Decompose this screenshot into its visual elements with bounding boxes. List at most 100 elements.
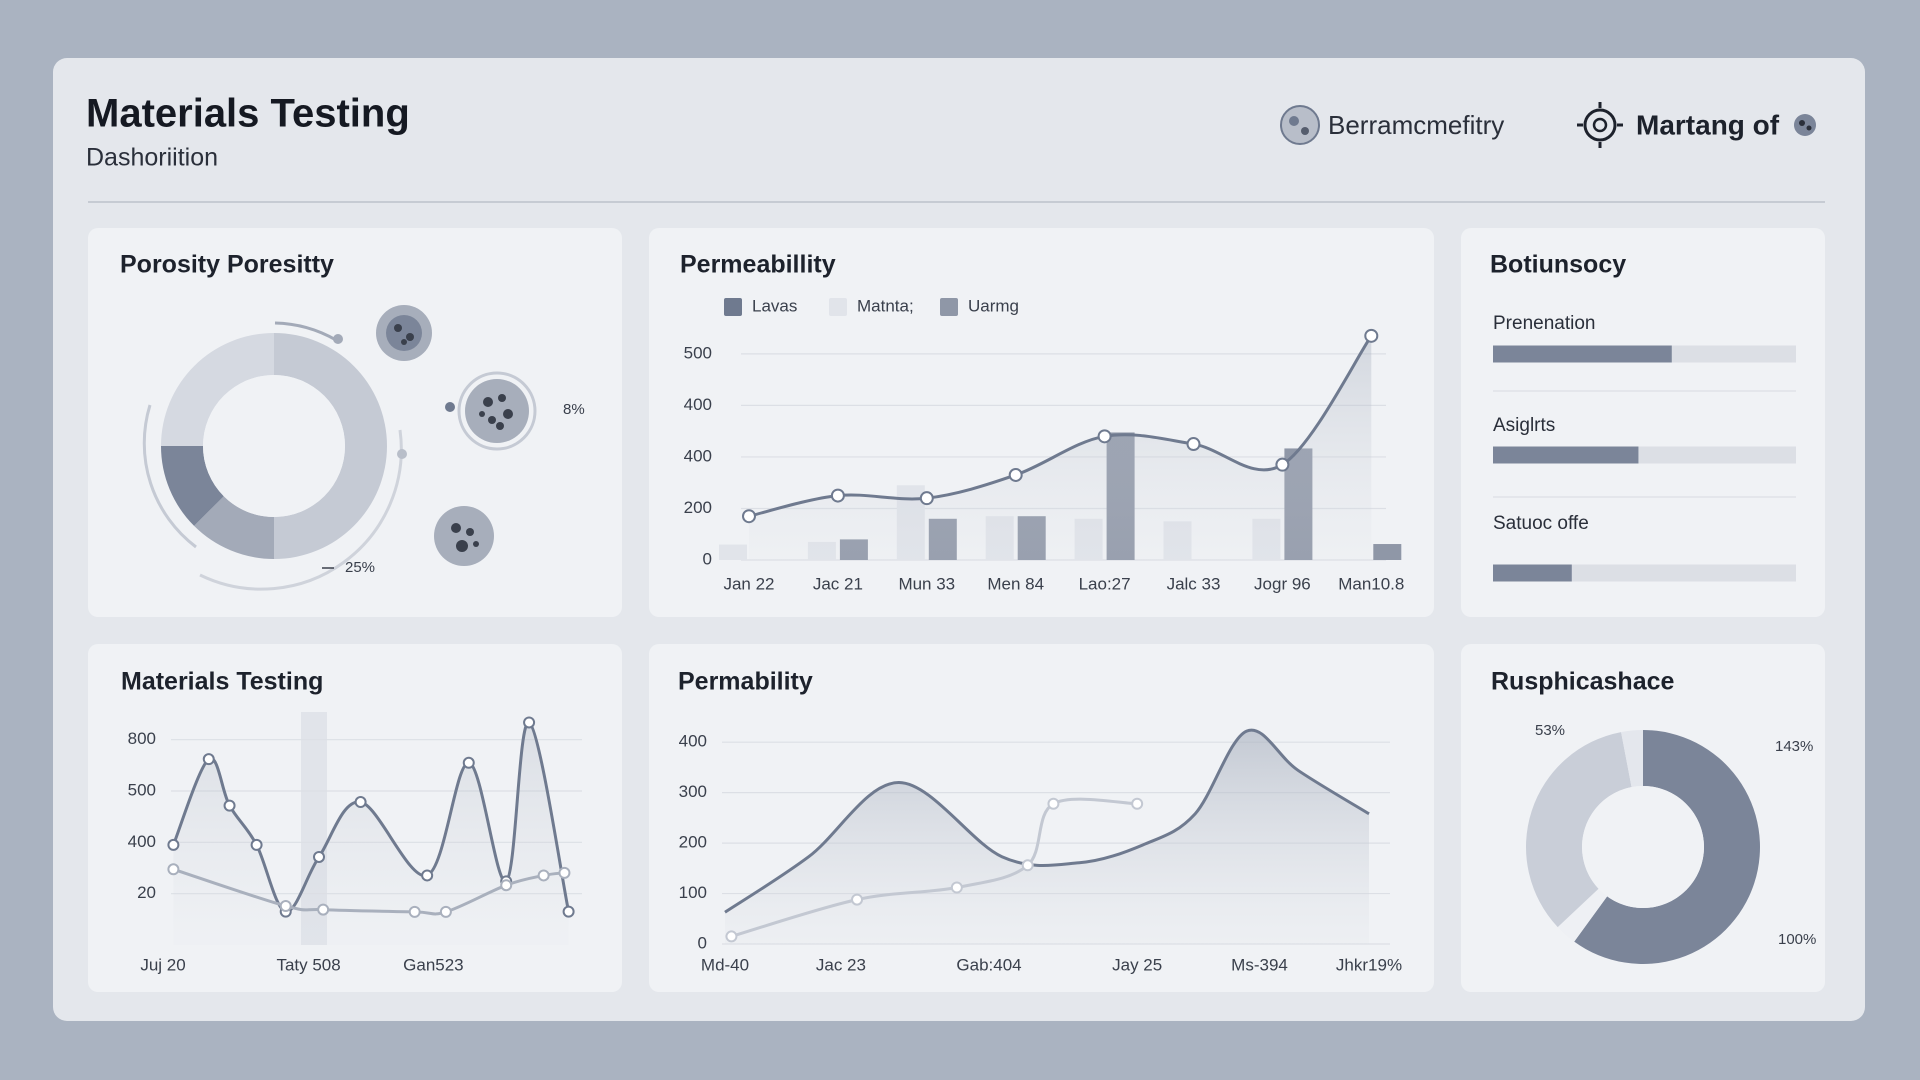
- x-tick-label: Jhkr19%: [1336, 955, 1402, 974]
- legend-label: Matnta;: [857, 296, 914, 315]
- point: [279, 899, 292, 912]
- y-tick-label: 800: [128, 729, 156, 748]
- point: [725, 930, 738, 943]
- x-tick-label: Jay 25: [1112, 955, 1162, 974]
- point: [167, 863, 180, 876]
- annotation: 100%: [1778, 931, 1816, 948]
- line: [724, 728, 1370, 914]
- y-tick-label: 500: [128, 780, 156, 799]
- point: [439, 905, 452, 918]
- y-tick-label: 200: [679, 833, 707, 852]
- pie-slice: [1525, 732, 1632, 928]
- pie-slice: [1557, 888, 1608, 942]
- area: [725, 730, 1369, 944]
- point: [919, 491, 934, 506]
- point: [537, 869, 550, 882]
- card-title: Permability: [678, 668, 813, 696]
- legend-swatch: [940, 298, 958, 316]
- point: [223, 799, 236, 812]
- bar-label: Prenenation: [1493, 313, 1595, 334]
- card-title: Permeabillity: [680, 251, 836, 279]
- page-title: Materials Testing: [86, 92, 410, 136]
- y-tick-label: 400: [128, 832, 156, 851]
- point: [1131, 797, 1144, 810]
- pie-slice: [1621, 730, 1643, 788]
- pie-slice: [194, 496, 274, 559]
- bar: [1373, 544, 1402, 560]
- point: [523, 716, 536, 729]
- card-title: Botiunsocy: [1490, 251, 1626, 279]
- x-tick-label: Jan 22: [723, 574, 774, 593]
- point: [562, 905, 575, 918]
- legend-label: Uarmg: [968, 296, 1019, 315]
- y-tick-label: 400: [679, 732, 707, 751]
- point: [830, 488, 845, 503]
- point: [950, 881, 963, 894]
- point: [1021, 859, 1034, 872]
- nav-icon: [1577, 102, 1623, 148]
- x-tick-label: Lao:27: [1079, 574, 1131, 593]
- x-tick-label: Md-40: [701, 955, 749, 974]
- bar: [719, 544, 747, 560]
- x-tick-label: Men 84: [987, 574, 1044, 593]
- point: [1364, 328, 1379, 343]
- nav-icon: [1280, 105, 1320, 145]
- y-tick-label: 500: [684, 343, 712, 362]
- y-tick-label: 300: [679, 782, 707, 801]
- point: [421, 869, 434, 882]
- point: [167, 838, 180, 851]
- point: [1186, 437, 1201, 452]
- y-tick-label: 400: [684, 395, 712, 414]
- point: [558, 866, 571, 879]
- x-tick-label: Jalc 33: [1167, 574, 1221, 593]
- page-subtitle: Dashoriition: [86, 144, 218, 172]
- x-tick-label: Jogr 96: [1254, 574, 1311, 593]
- bar: [1493, 345, 1672, 363]
- nav-icon: [1794, 114, 1816, 136]
- x-tick-label: Mun 33: [898, 574, 955, 593]
- y-tick-label: 400: [684, 446, 712, 465]
- annotation: 8%: [563, 401, 585, 418]
- area: [749, 335, 1372, 560]
- y-tick-label: 20: [137, 883, 156, 902]
- pie-slice: [161, 333, 274, 446]
- legend-swatch: [724, 298, 742, 316]
- bar-label: Satuoc offe: [1493, 513, 1589, 534]
- nav-item[interactable]: Berramcmefitry: [1328, 110, 1504, 140]
- x-tick-label: Juj 20: [140, 955, 185, 974]
- card-title: Rusphicashace: [1491, 668, 1675, 696]
- annotation: 143%: [1775, 738, 1813, 755]
- card-title: Materials Testing: [121, 668, 323, 696]
- point: [462, 756, 475, 769]
- point: [1097, 429, 1112, 444]
- annotation: 53%: [1535, 722, 1565, 739]
- x-tick-label: Gab:404: [956, 955, 1021, 974]
- bar: [1493, 564, 1572, 582]
- point: [313, 850, 325, 863]
- x-tick-label: Taty 508: [276, 955, 340, 974]
- x-tick-label: Gan523: [403, 955, 464, 974]
- bar-label: Asiglrts: [1493, 415, 1555, 436]
- donut-hole: [203, 375, 345, 517]
- y-tick-label: 200: [684, 498, 712, 517]
- nav-item[interactable]: Martang of: [1636, 109, 1780, 140]
- point: [1275, 457, 1290, 472]
- point: [317, 903, 330, 916]
- point: [500, 879, 513, 892]
- card-title: Porosity Poresitty: [120, 251, 334, 279]
- point: [851, 893, 864, 906]
- point: [1008, 467, 1023, 482]
- pie-slice: [161, 446, 224, 526]
- legend-swatch: [829, 298, 847, 316]
- point: [202, 753, 215, 766]
- x-tick-label: Man10.8: [1338, 574, 1404, 593]
- y-tick-label: 100: [679, 883, 707, 902]
- x-tick-label: Ms-394: [1231, 955, 1288, 974]
- card: [1461, 228, 1825, 617]
- point: [742, 509, 756, 524]
- point: [408, 905, 421, 918]
- annotation: 25%: [345, 559, 375, 576]
- x-tick-label: Jac 23: [816, 955, 866, 974]
- y-tick-label: 0: [698, 933, 707, 952]
